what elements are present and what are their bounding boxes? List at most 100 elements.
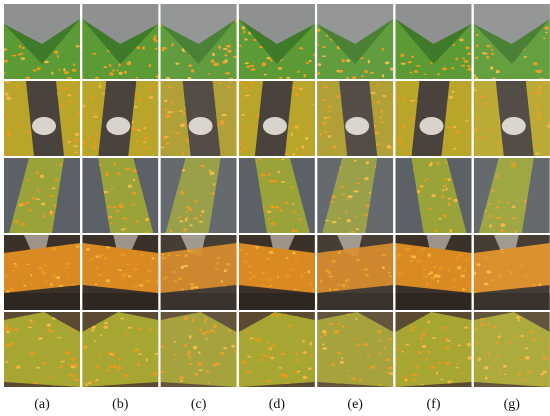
rust-spot xyxy=(500,223,506,227)
rust-spot xyxy=(388,271,391,275)
rust-spot xyxy=(168,86,173,89)
rust-spot xyxy=(4,81,6,83)
rust-spot xyxy=(161,256,166,260)
rust-spot xyxy=(151,257,155,260)
rust-spot xyxy=(4,59,8,63)
rust-spot xyxy=(241,113,245,116)
rust-spot xyxy=(537,112,541,116)
rust-spot xyxy=(238,44,242,47)
rust-spot xyxy=(50,282,53,286)
rust-spot xyxy=(498,122,501,126)
blur-overlay xyxy=(160,81,237,156)
rust-spot xyxy=(388,366,394,370)
rust-spot xyxy=(540,373,545,375)
rust-spot xyxy=(339,360,344,364)
rust-spot xyxy=(12,270,16,272)
rust-spot xyxy=(531,338,536,341)
rust-spot xyxy=(67,274,70,277)
rust-spot xyxy=(134,105,138,108)
image-tile xyxy=(473,312,550,387)
rust-spot xyxy=(381,254,387,257)
rust-spot xyxy=(376,84,379,87)
rust-spot xyxy=(70,357,75,361)
rust-spot xyxy=(145,358,149,362)
rust-spot xyxy=(52,274,58,278)
leaf xyxy=(441,81,472,156)
rust-spot xyxy=(212,363,216,368)
rust-spot xyxy=(45,280,48,283)
rust-spot xyxy=(133,350,138,353)
rust-spot xyxy=(62,87,68,91)
rust-spot xyxy=(521,377,525,381)
rust-spot xyxy=(36,67,41,71)
rust-spot xyxy=(248,265,251,268)
rust-spot xyxy=(383,346,387,349)
rust-spot xyxy=(496,142,500,145)
rust-spot xyxy=(426,281,428,286)
rust-spot xyxy=(180,379,184,382)
rust-spot xyxy=(506,270,511,272)
rust-spot xyxy=(93,140,98,143)
rust-spot xyxy=(94,106,97,109)
rust-spot xyxy=(365,204,371,207)
rust-spot xyxy=(28,209,32,212)
rust-spot xyxy=(463,60,469,63)
rust-spot xyxy=(520,263,523,267)
rust-spot xyxy=(337,251,342,254)
rust-spot xyxy=(187,350,191,354)
spots xyxy=(239,243,315,293)
rust-spot xyxy=(537,117,541,121)
rust-spot xyxy=(444,178,448,181)
rust-spot xyxy=(312,103,315,106)
rust-spot xyxy=(135,220,140,223)
rust-spot xyxy=(109,353,114,356)
rust-spot xyxy=(18,204,23,207)
rust-spot xyxy=(30,351,35,355)
rust-spot xyxy=(407,60,412,64)
leaf xyxy=(56,81,80,156)
rust-spot xyxy=(457,266,462,270)
rust-spot xyxy=(117,269,123,271)
rust-spot xyxy=(90,257,94,262)
rust-spot xyxy=(457,344,462,347)
leaf xyxy=(160,312,237,387)
rust-spot xyxy=(294,92,299,97)
rust-spot xyxy=(491,189,495,193)
rust-spot xyxy=(14,219,19,223)
rust-spot xyxy=(180,123,185,128)
rust-spot xyxy=(13,262,17,265)
rust-spot xyxy=(212,324,218,328)
soil xyxy=(395,293,472,310)
rust-spot xyxy=(224,54,228,57)
rust-spot xyxy=(183,344,188,347)
rust-spot xyxy=(448,95,454,99)
rust-spot xyxy=(97,85,102,88)
rust-spot xyxy=(108,365,113,368)
rust-spot xyxy=(131,127,137,131)
rust-spot xyxy=(200,164,205,168)
rust-spot xyxy=(490,53,495,55)
rust-spot xyxy=(536,90,542,94)
rust-spot xyxy=(184,316,188,321)
rust-spot xyxy=(356,258,361,262)
rust-spot xyxy=(221,113,227,117)
rust-spot xyxy=(73,145,78,148)
rust-spot xyxy=(302,375,308,379)
blur-overlay xyxy=(473,158,550,233)
rust-spot xyxy=(225,268,228,272)
soil xyxy=(317,293,394,310)
rust-spot xyxy=(340,357,344,360)
rust-spot xyxy=(98,273,103,277)
rust-spot xyxy=(103,190,109,194)
rust-spot xyxy=(169,229,173,233)
image-tile xyxy=(473,235,550,310)
spots xyxy=(473,313,549,387)
rust-spot xyxy=(485,55,490,59)
rust-spot xyxy=(117,366,123,370)
rust-spot xyxy=(268,278,273,281)
rust-spot xyxy=(131,203,136,206)
rust-spot xyxy=(241,26,246,30)
rust-spot xyxy=(465,46,470,50)
rust-spot xyxy=(99,334,103,337)
rust-spot xyxy=(216,256,221,259)
